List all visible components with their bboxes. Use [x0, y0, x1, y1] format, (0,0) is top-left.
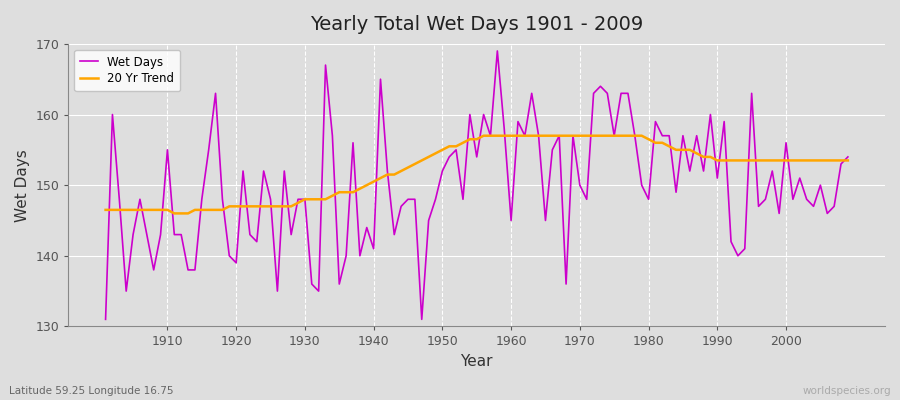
20 Yr Trend — [355, 186, 365, 191]
20 Yr Trend — [602, 133, 613, 138]
20 Yr Trend — [513, 133, 524, 138]
Wet Days — [492, 48, 503, 53]
Wet Days — [506, 218, 517, 223]
Wet Days — [842, 154, 853, 159]
Legend: Wet Days, 20 Yr Trend: Wet Days, 20 Yr Trend — [75, 50, 180, 91]
Line: 20 Yr Trend: 20 Yr Trend — [105, 136, 848, 214]
Title: Yearly Total Wet Days 1901 - 2009: Yearly Total Wet Days 1901 - 2009 — [310, 15, 644, 34]
20 Yr Trend — [478, 133, 489, 138]
Wet Days — [100, 317, 111, 322]
Text: Latitude 59.25 Longitude 16.75: Latitude 59.25 Longitude 16.75 — [9, 386, 174, 396]
20 Yr Trend — [155, 208, 166, 212]
X-axis label: Year: Year — [461, 354, 493, 369]
20 Yr Trend — [169, 211, 180, 216]
20 Yr Trend — [519, 133, 530, 138]
Wet Days — [513, 119, 524, 124]
Wet Days — [595, 84, 606, 89]
20 Yr Trend — [313, 197, 324, 202]
Wet Days — [347, 140, 358, 145]
Y-axis label: Wet Days: Wet Days — [15, 149, 30, 222]
Wet Days — [155, 232, 166, 237]
20 Yr Trend — [100, 208, 111, 212]
Line: Wet Days: Wet Days — [105, 51, 848, 319]
Text: worldspecies.org: worldspecies.org — [803, 386, 891, 396]
20 Yr Trend — [842, 158, 853, 163]
Wet Days — [306, 282, 317, 286]
